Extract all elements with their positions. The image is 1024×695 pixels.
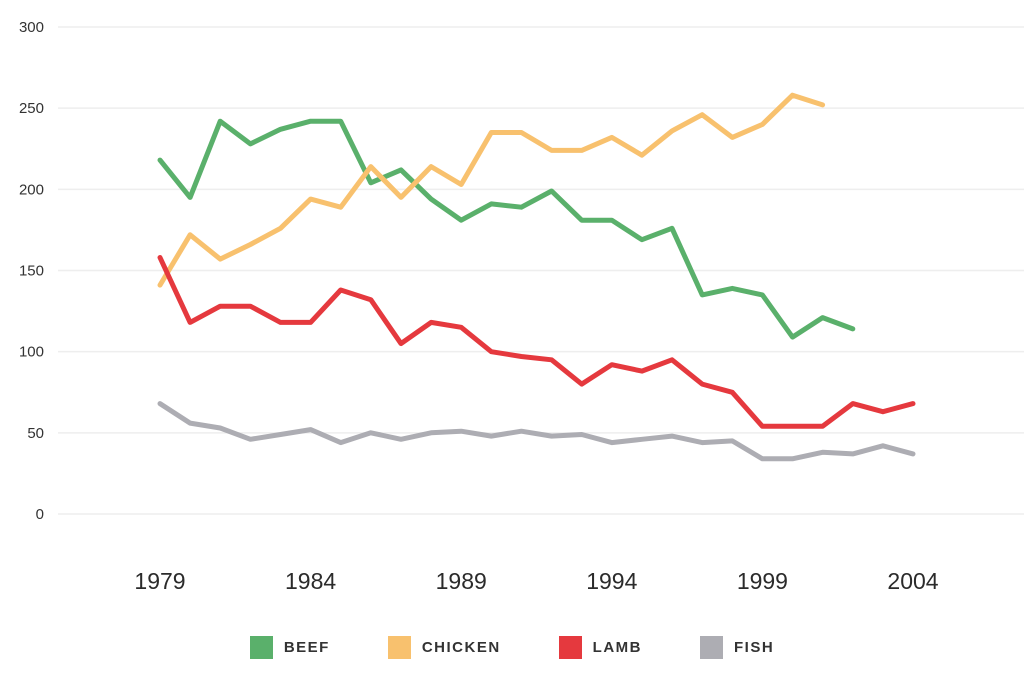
legend-item-fish: FISH xyxy=(700,636,774,659)
x-tick-label: 1989 xyxy=(436,568,487,594)
legend-label-beef: BEEF xyxy=(283,639,330,656)
x-tick-label: 2004 xyxy=(887,568,938,594)
legend-swatch-lamb xyxy=(558,636,582,659)
y-tick-label: 300 xyxy=(19,19,44,36)
legend-item-chicken: CHICKEN xyxy=(387,636,501,659)
legend-label-lamb: LAMB xyxy=(592,639,642,656)
y-tick-label: 50 xyxy=(27,425,44,442)
series-line-fish xyxy=(157,401,916,462)
legend: BEEF CHICKEN LAMB FISH xyxy=(0,636,1024,659)
y-tick-label: 250 xyxy=(19,100,44,117)
x-tick-label: 1999 xyxy=(737,568,788,594)
legend-swatch-beef xyxy=(249,636,273,659)
series-line-beef xyxy=(157,118,856,340)
y-tick-label: 200 xyxy=(19,181,44,198)
legend-swatch-fish xyxy=(700,636,723,659)
y-axis-ticks: 0 50 100 150 200 250 300 xyxy=(19,19,44,523)
legend-label-chicken: CHICKEN xyxy=(421,639,501,656)
y-tick-label: 0 xyxy=(36,506,44,523)
legend-item-beef: BEEF xyxy=(249,636,330,659)
grid-lines xyxy=(58,26,1024,515)
y-tick-label: 100 xyxy=(19,344,44,361)
series-line-lamb xyxy=(157,255,916,429)
x-tick-label: 1994 xyxy=(586,568,637,594)
series-lines xyxy=(157,92,916,462)
series-line-chicken xyxy=(157,92,826,288)
x-tick-label: 1979 xyxy=(134,568,185,594)
x-axis-ticks: 1979 1984 1989 1994 1999 2004 xyxy=(134,568,938,594)
legend-item-lamb: LAMB xyxy=(558,636,642,659)
y-tick-label: 150 xyxy=(19,263,44,280)
x-tick-label: 1984 xyxy=(285,568,336,594)
legend-swatch-chicken xyxy=(387,636,411,659)
legend-label-fish: FISH xyxy=(734,639,775,656)
